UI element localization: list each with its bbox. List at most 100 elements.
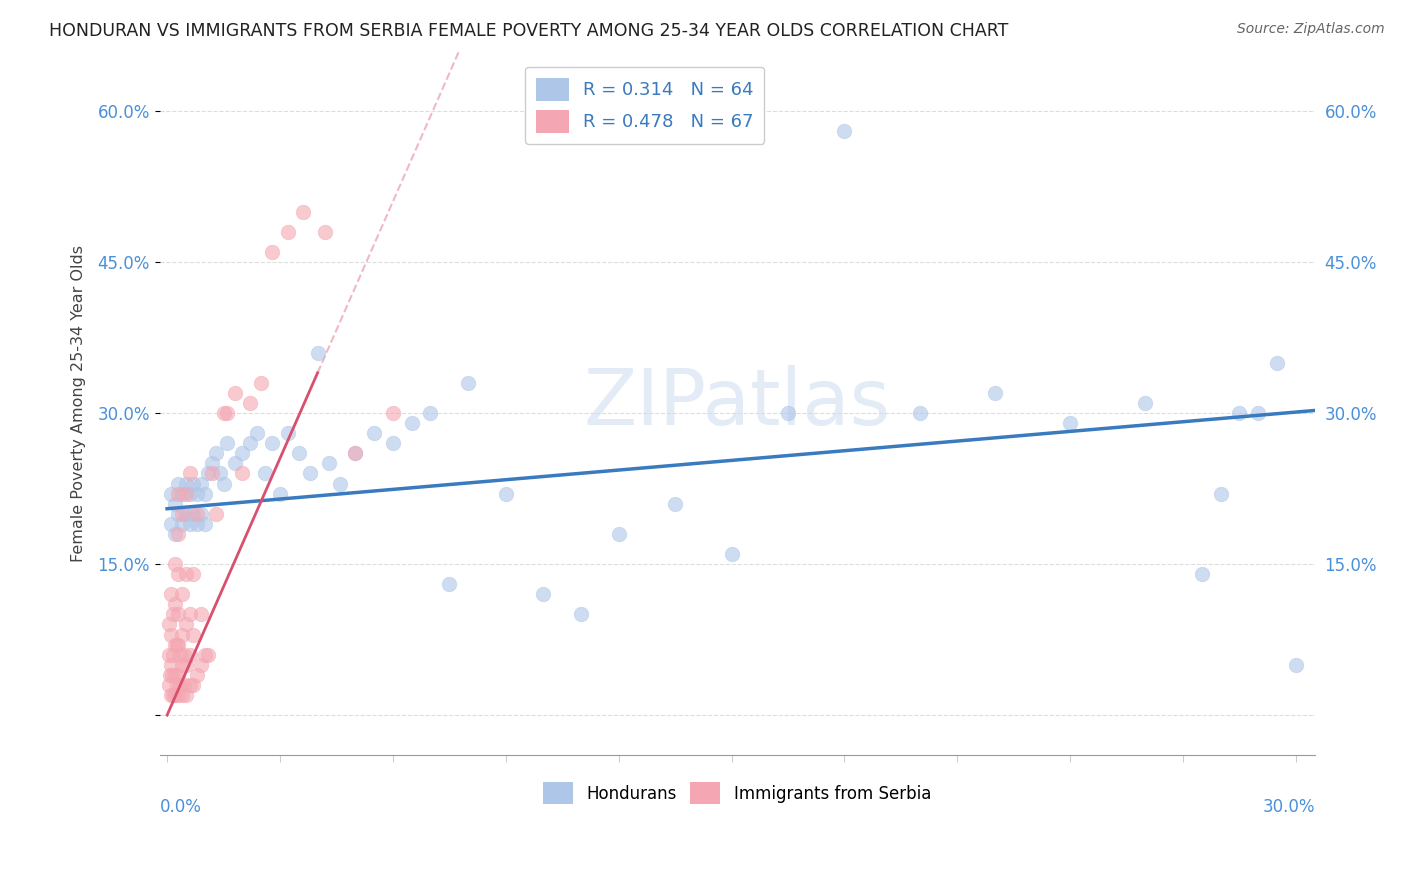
Point xyxy=(607,527,630,541)
Point xyxy=(160,657,183,672)
Point xyxy=(179,516,201,531)
Point xyxy=(344,446,367,460)
Point xyxy=(664,497,686,511)
Point xyxy=(1135,396,1157,410)
Point xyxy=(167,668,190,682)
Point xyxy=(183,567,205,582)
Point xyxy=(205,507,228,521)
Point xyxy=(179,678,201,692)
Point xyxy=(174,476,197,491)
Point xyxy=(1285,657,1308,672)
Point xyxy=(190,657,212,672)
Point xyxy=(173,678,195,692)
Point xyxy=(163,527,186,541)
Point xyxy=(197,648,219,662)
Point xyxy=(160,486,183,500)
Point xyxy=(720,547,742,561)
Point xyxy=(167,638,190,652)
Point xyxy=(381,406,404,420)
Point xyxy=(1247,406,1270,420)
Point xyxy=(183,507,205,521)
Point xyxy=(169,678,191,692)
Point xyxy=(776,406,799,420)
Point xyxy=(194,486,217,500)
Point xyxy=(163,497,186,511)
Point xyxy=(174,617,197,632)
Point xyxy=(253,467,276,481)
Point xyxy=(205,446,228,460)
Point xyxy=(167,476,190,491)
Point xyxy=(162,648,184,662)
Point xyxy=(179,486,201,500)
Point xyxy=(318,457,340,471)
Point xyxy=(174,486,197,500)
Point xyxy=(262,436,284,450)
Point xyxy=(224,457,246,471)
Point xyxy=(173,648,195,662)
Point xyxy=(172,486,194,500)
Point xyxy=(160,688,183,702)
Point xyxy=(159,668,181,682)
Point xyxy=(166,638,188,652)
Text: ZIPatlas: ZIPatlas xyxy=(583,365,890,441)
Point xyxy=(269,486,291,500)
Point xyxy=(163,638,186,652)
Point xyxy=(299,467,322,481)
Point xyxy=(190,607,212,622)
Point xyxy=(194,516,217,531)
Point xyxy=(984,386,1007,401)
Text: HONDURAN VS IMMIGRANTS FROM SERBIA FEMALE POVERTY AMONG 25-34 YEAR OLDS CORRELAT: HONDURAN VS IMMIGRANTS FROM SERBIA FEMAL… xyxy=(49,22,1008,40)
Point xyxy=(183,678,205,692)
Point xyxy=(160,587,183,601)
Point xyxy=(1191,567,1213,582)
Point xyxy=(344,446,367,460)
Point xyxy=(217,406,239,420)
Point xyxy=(307,345,329,359)
Point xyxy=(239,396,262,410)
Point xyxy=(167,527,190,541)
Point xyxy=(167,607,190,622)
Point xyxy=(314,225,336,239)
Text: Source: ZipAtlas.com: Source: ZipAtlas.com xyxy=(1237,22,1385,37)
Point xyxy=(457,376,479,390)
Point xyxy=(1265,356,1288,370)
Point xyxy=(197,467,219,481)
Point xyxy=(183,627,205,641)
Point xyxy=(190,476,212,491)
Point xyxy=(363,426,385,441)
Text: 30.0%: 30.0% xyxy=(1263,797,1315,815)
Point xyxy=(190,507,212,521)
Point xyxy=(174,567,197,582)
Point xyxy=(439,577,461,591)
Point xyxy=(183,476,205,491)
Point xyxy=(908,406,931,420)
Point xyxy=(167,567,190,582)
Point xyxy=(160,627,183,641)
Legend: Hondurans, Immigrants from Serbia: Hondurans, Immigrants from Serbia xyxy=(537,776,938,811)
Point xyxy=(163,557,186,571)
Point xyxy=(531,587,554,601)
Point xyxy=(179,648,201,662)
Point xyxy=(217,436,239,450)
Point xyxy=(212,406,235,420)
Point xyxy=(167,486,190,500)
Point xyxy=(174,507,197,521)
Point xyxy=(419,406,441,420)
Point xyxy=(239,436,262,450)
Point xyxy=(201,457,224,471)
Point xyxy=(167,507,190,521)
Point xyxy=(329,476,352,491)
Text: 0.0%: 0.0% xyxy=(159,797,201,815)
Point xyxy=(208,467,231,481)
Point xyxy=(160,668,183,682)
Point xyxy=(291,204,314,219)
Point xyxy=(160,516,183,531)
Point xyxy=(246,426,269,441)
Point xyxy=(169,648,191,662)
Point xyxy=(163,598,186,612)
Point xyxy=(179,467,201,481)
Point xyxy=(157,617,180,632)
Point xyxy=(1229,406,1251,420)
Point xyxy=(174,688,197,702)
Point xyxy=(172,516,194,531)
